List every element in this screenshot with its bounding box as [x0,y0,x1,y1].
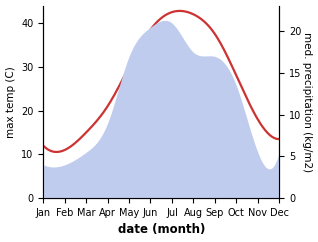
X-axis label: date (month): date (month) [118,223,205,236]
Y-axis label: med. precipitation (kg/m2): med. precipitation (kg/m2) [302,32,313,172]
Y-axis label: max temp (C): max temp (C) [5,66,16,138]
